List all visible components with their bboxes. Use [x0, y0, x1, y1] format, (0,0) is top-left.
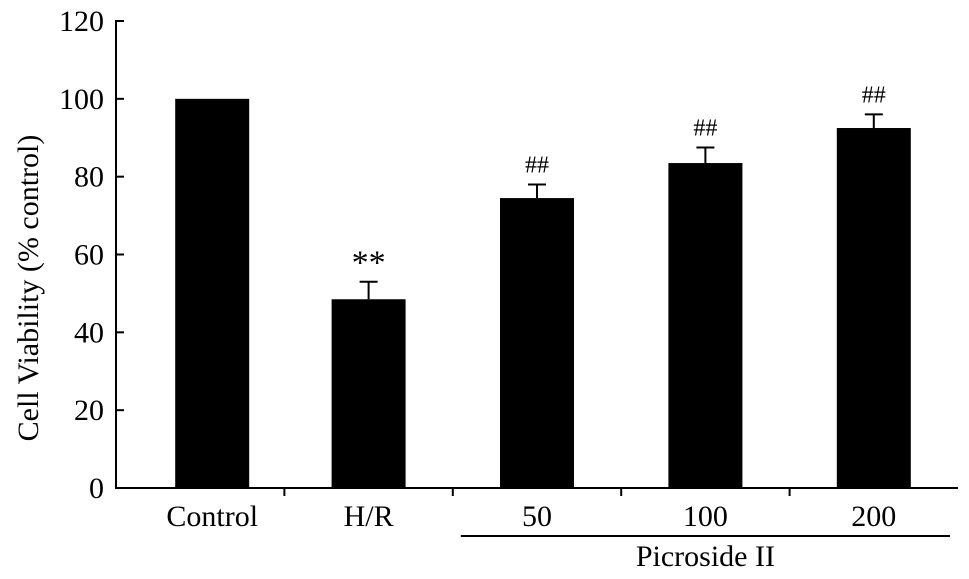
x-tick-label: Control	[166, 500, 258, 533]
y-tick-label: 120	[59, 5, 104, 38]
x-tick-label: 200	[851, 500, 896, 533]
y-tick-label: 40	[74, 316, 104, 349]
y-tick-label: 100	[59, 83, 104, 116]
significance-label: ##	[525, 152, 549, 178]
y-tick-label: 0	[89, 472, 104, 505]
significance-label: ##	[862, 82, 886, 108]
x-tick-label: 100	[683, 500, 728, 533]
bar-h-r	[331, 299, 406, 488]
y-axis-label: Cell Viability (% control)	[12, 135, 45, 442]
group-label-picroside: Picroside II	[636, 540, 775, 573]
bar-100	[668, 163, 743, 488]
x-tick-label: 50	[522, 500, 552, 533]
bar-control	[175, 98, 250, 488]
y-tick-label: 20	[74, 394, 104, 427]
bar-50	[500, 198, 574, 488]
x-tick-label: H/R	[344, 500, 394, 533]
significance-label: **	[352, 245, 386, 282]
y-tick-label: 60	[74, 239, 104, 272]
significance-label: ##	[693, 115, 717, 141]
bar-200	[836, 128, 911, 489]
y-tick-label: 80	[74, 161, 104, 194]
